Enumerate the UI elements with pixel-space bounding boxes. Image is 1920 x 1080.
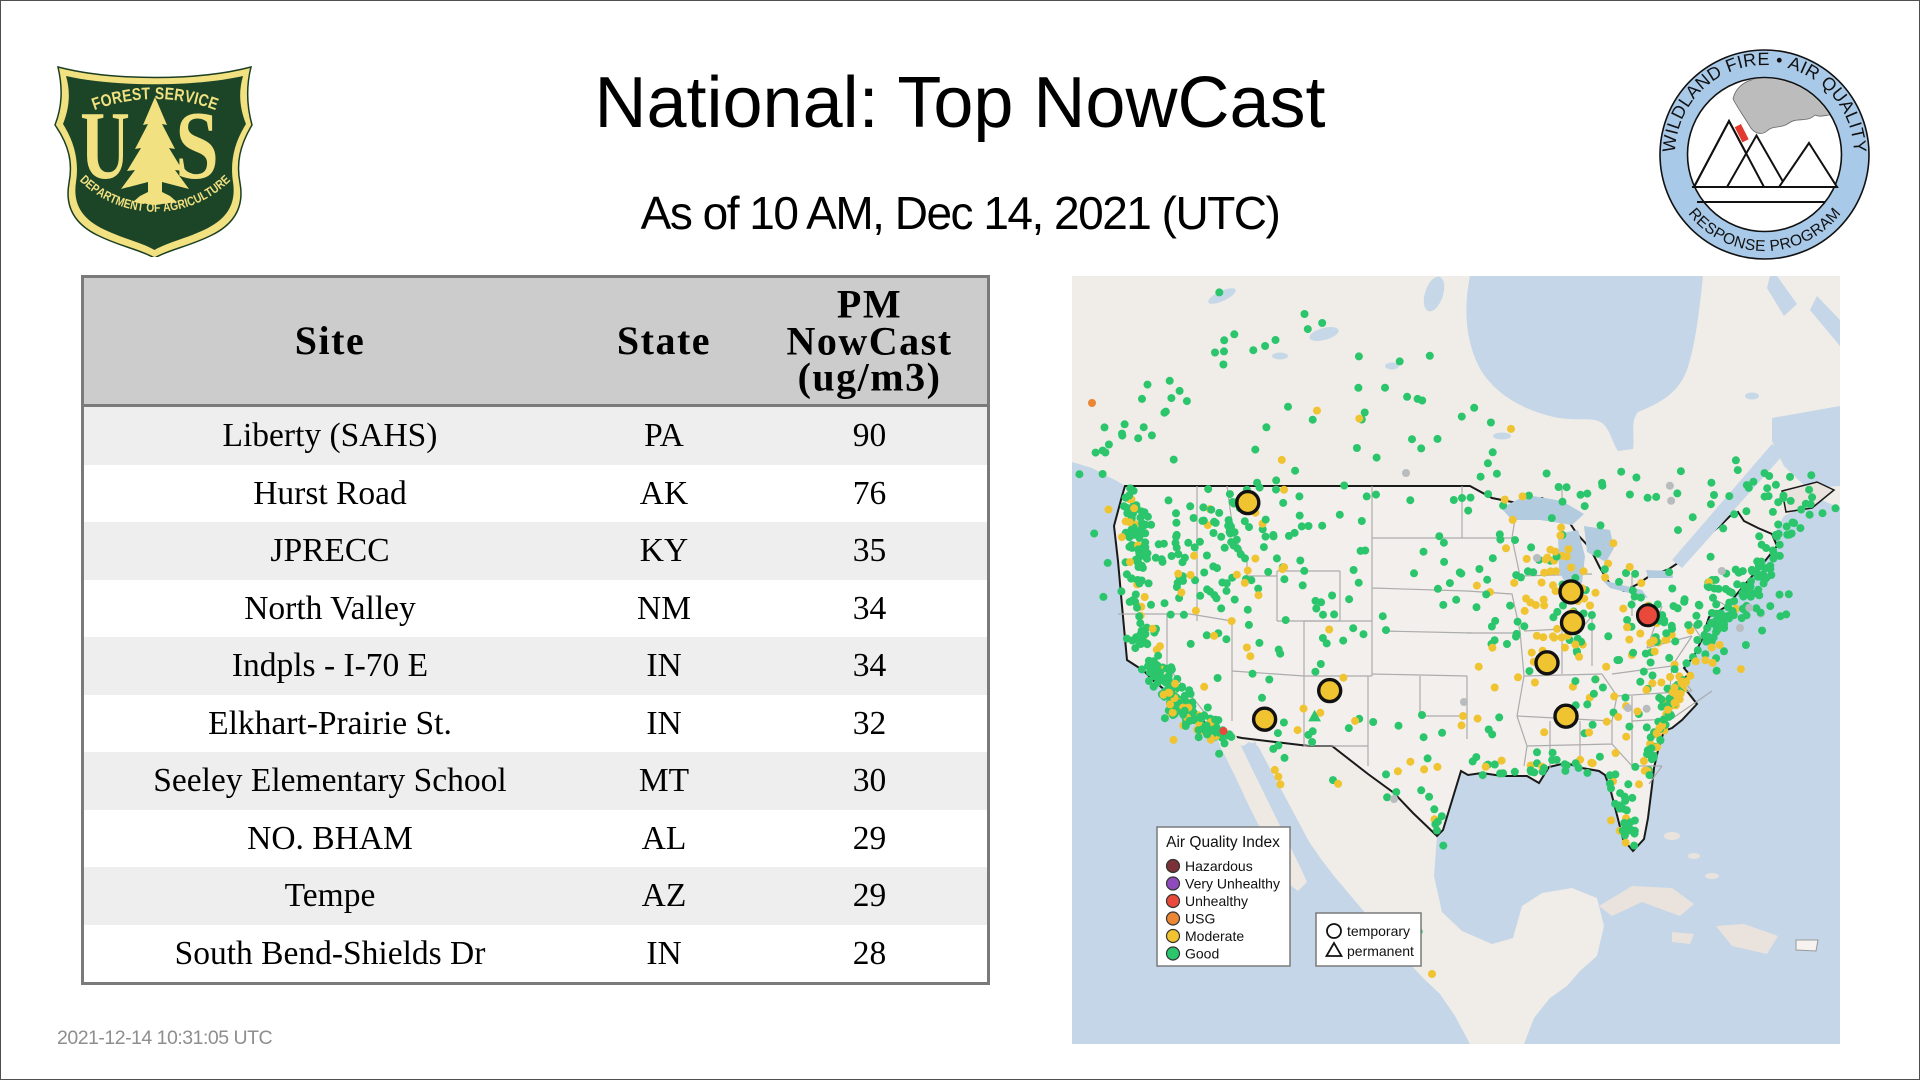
svg-text:N: N [129, 199, 139, 213]
svg-text:R: R [1742, 49, 1758, 71]
svg-text:Good: Good [1185, 946, 1219, 962]
svg-text:P: P [1769, 237, 1781, 255]
svg-text:R: R [110, 88, 124, 108]
svg-text:T: T [136, 201, 144, 215]
svg-text:Air Quality Index: Air Quality Index [1166, 834, 1280, 851]
svg-text:W: W [1659, 134, 1681, 153]
svg-text:E: E [1755, 238, 1766, 255]
svg-text:I: I [1845, 120, 1866, 131]
svg-text:V: V [183, 87, 196, 107]
svg-text:E: E [1757, 49, 1769, 69]
svg-text:E: E [122, 197, 132, 212]
svg-text:E: E [164, 85, 175, 104]
svg-text:T: T [108, 192, 119, 207]
svg-text:•: • [1775, 50, 1784, 71]
svg-text:I: I [1661, 127, 1682, 137]
svg-text:U: U [80, 92, 130, 200]
svg-text:Very Unhealthy: Very Unhealthy [1185, 876, 1280, 892]
svg-text:R: R [176, 198, 187, 213]
svg-text:A: A [162, 201, 171, 215]
svg-text:Y: Y [1849, 139, 1870, 153]
svg-text:R: R [1778, 235, 1793, 254]
svg-text:O: O [146, 202, 155, 215]
svg-text:permanent: permanent [1347, 943, 1414, 959]
svg-text:C: C [196, 91, 211, 112]
svg-text:Moderate: Moderate [1185, 928, 1244, 944]
svg-text:E: E [121, 86, 133, 106]
svg-text:O: O [1788, 231, 1805, 251]
svg-text:G: G [169, 200, 179, 214]
svg-text:I: I [183, 197, 190, 210]
svg-text:Unhealthy: Unhealthy [1185, 893, 1248, 909]
svg-text:I: I [1735, 52, 1745, 73]
svg-text:temporary: temporary [1347, 923, 1410, 939]
svg-text:S: S [1744, 236, 1757, 254]
svg-text:R: R [173, 86, 186, 106]
svg-text:Hazardous: Hazardous [1185, 858, 1253, 874]
svg-text:S: S [155, 85, 165, 104]
svg-text:N: N [1732, 233, 1747, 252]
svg-text:F: F [154, 202, 161, 215]
svg-text:I: I [192, 90, 200, 109]
svg-text:S: S [131, 85, 142, 104]
svg-text:A: A [1786, 53, 1804, 76]
svg-text:C: C [185, 195, 197, 210]
svg-text:T: T [1847, 126, 1869, 141]
svg-text:L: L [198, 189, 210, 204]
svg-text:M: M [114, 195, 126, 210]
svg-text:O: O [99, 91, 115, 112]
svg-text:T: T [141, 85, 151, 104]
svg-text:USG: USG [1185, 911, 1215, 927]
